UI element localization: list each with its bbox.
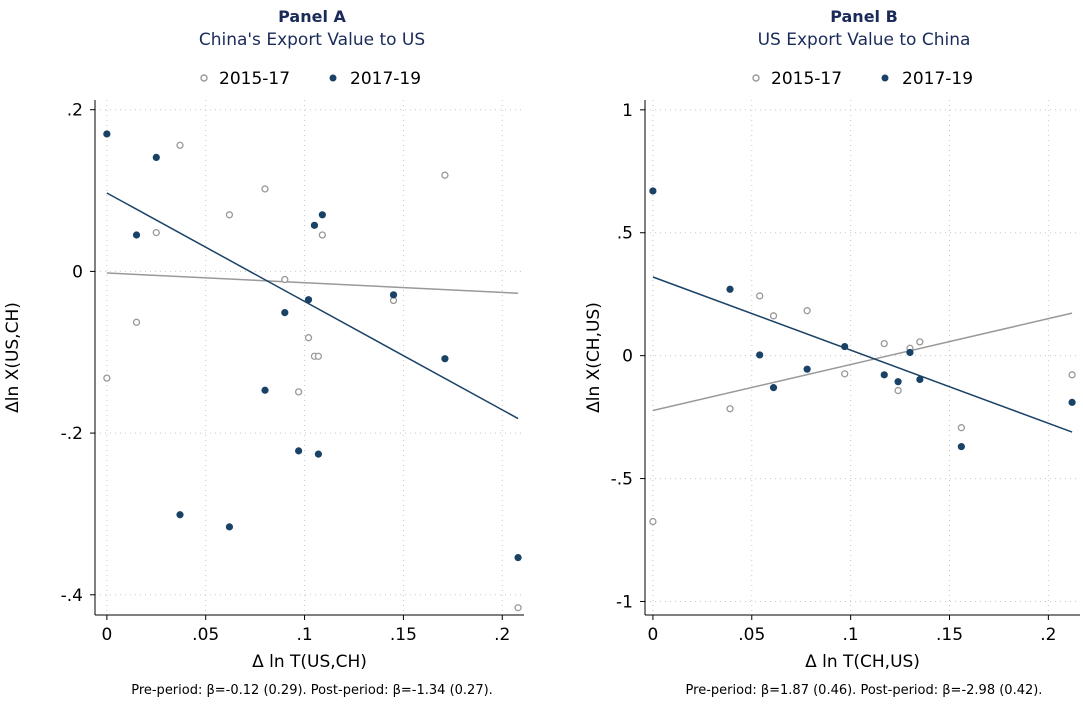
fit-line-pre xyxy=(106,272,519,294)
point-pre xyxy=(314,352,323,360)
panel-a-note: Pre-period: β=-0.12 (0.29). Post-period:… xyxy=(131,683,493,698)
point-pre xyxy=(176,141,184,149)
panel-b-legend: 2015-17 2017-19 xyxy=(752,69,973,89)
x-tick-label: .05 xyxy=(192,625,219,645)
x-tick-label: 0 xyxy=(647,625,658,645)
point-post xyxy=(841,342,849,351)
point-post xyxy=(132,231,141,239)
point-post xyxy=(649,187,657,195)
point-pre xyxy=(318,231,327,239)
y-tick-label: -.4 xyxy=(61,586,83,606)
point-post xyxy=(726,285,734,293)
point-pre xyxy=(261,185,269,193)
y-tick-label: 1 xyxy=(622,101,633,121)
point-post xyxy=(225,523,234,531)
x-axis-label: Δ ln T(CH,US) xyxy=(805,652,920,672)
point-post xyxy=(803,365,811,373)
y-axis-label: Δln X(CH,US) xyxy=(584,302,604,413)
x-tick-label: .15 xyxy=(936,625,963,645)
point-pre xyxy=(880,339,888,348)
point-pre xyxy=(1068,371,1076,379)
point-pre xyxy=(514,604,522,612)
point-pre xyxy=(841,370,849,378)
x-tick-label: 0 xyxy=(101,625,112,645)
y-tick-label: 0 xyxy=(72,262,83,282)
x-tick-label: .15 xyxy=(390,625,417,645)
panel-b-subtitle: US Export Value to China xyxy=(758,30,971,50)
legend-post-marker-a xyxy=(329,74,337,82)
point-post xyxy=(318,211,326,219)
panel-a-legend: 2015-17 2017-19 xyxy=(200,69,421,89)
legend-post-marker-b xyxy=(881,74,889,82)
point-pre xyxy=(152,228,160,237)
point-pre xyxy=(294,388,303,396)
point-post xyxy=(957,443,965,451)
legend-pre-label-b: 2015-17 xyxy=(771,69,842,89)
panel-a-title: Panel A xyxy=(278,7,346,26)
point-post xyxy=(514,553,522,562)
fit-line-post xyxy=(106,192,519,420)
point-pre xyxy=(304,334,313,342)
legend-post-label-b: 2017-19 xyxy=(902,69,973,89)
x-tick-label: .05 xyxy=(738,625,765,645)
point-pre xyxy=(803,307,811,315)
fit-line-post xyxy=(652,276,1073,433)
point-pre xyxy=(756,292,764,300)
point-post xyxy=(176,511,184,519)
point-post xyxy=(916,375,924,384)
point-pre xyxy=(132,318,141,326)
point-post xyxy=(389,291,398,299)
point-post xyxy=(281,309,289,317)
point-post xyxy=(1068,398,1076,406)
plot-panel-b: 1 .5 0 -.5 -1 0 .05 .1 .15 .2 Δ ln T(CH,US) Δln X(C… xyxy=(584,100,1080,672)
point-pre xyxy=(103,374,111,382)
panel-a-subtitle: China's Export Value to US xyxy=(199,30,425,50)
point-post xyxy=(441,355,449,363)
legend-post-label-a: 2017-19 xyxy=(350,69,421,89)
point-pre xyxy=(649,517,657,526)
y-tick-label: -1 xyxy=(616,592,633,612)
point-pre xyxy=(769,312,778,320)
y-tick-label: 0 xyxy=(622,347,633,367)
x-tick-label: .1 xyxy=(843,625,859,645)
legend-pre-label-a: 2015-17 xyxy=(219,69,290,89)
point-pre xyxy=(894,386,902,395)
y-tick-label: -.2 xyxy=(61,424,83,444)
y-tick-label: .5 xyxy=(617,224,633,244)
panel-b-title: Panel B xyxy=(830,7,898,26)
y-tick-label: .2 xyxy=(67,101,83,121)
point-post xyxy=(880,371,888,379)
point-post xyxy=(769,384,778,392)
point-pre xyxy=(726,405,734,413)
x-axis-label: Δ ln T(US,CH) xyxy=(252,652,367,672)
point-pre xyxy=(441,171,449,179)
point-post xyxy=(261,386,269,394)
point-pre xyxy=(225,211,234,219)
point-post xyxy=(103,130,111,138)
x-tick-label: .1 xyxy=(296,625,312,645)
point-post xyxy=(894,378,902,386)
point-post xyxy=(310,221,319,229)
x-tick-label: .2 xyxy=(1040,625,1056,645)
point-post xyxy=(295,447,303,455)
fit-line-pre xyxy=(652,312,1073,412)
panel-b-note: Pre-period: β=1.87 (0.46). Post-period: … xyxy=(686,683,1043,698)
plot-panel-a: .2 0 -.2 -.4 0 .05 .1 .15 .2 Δ ln T(US,CH) Δln X(U… xyxy=(3,100,524,672)
point-post xyxy=(152,153,160,162)
point-post xyxy=(314,450,322,458)
point-post xyxy=(906,348,914,357)
legend-pre-marker-a xyxy=(200,74,208,82)
point-pre xyxy=(916,338,924,346)
y-tick-label: -.5 xyxy=(611,470,633,490)
point-pre xyxy=(957,424,966,432)
plots: .2 0 -.2 -.4 0 .05 .1 .15 .2 Δ ln T(US,CH) Δln X(U… xyxy=(3,100,1080,672)
legend-pre-marker-b xyxy=(752,74,760,82)
x-tick-label: .2 xyxy=(494,625,510,645)
point-pre xyxy=(281,275,289,284)
y-axis-label: Δln X(US,CH) xyxy=(3,302,23,413)
point-post xyxy=(304,296,313,304)
point-post xyxy=(756,351,764,359)
